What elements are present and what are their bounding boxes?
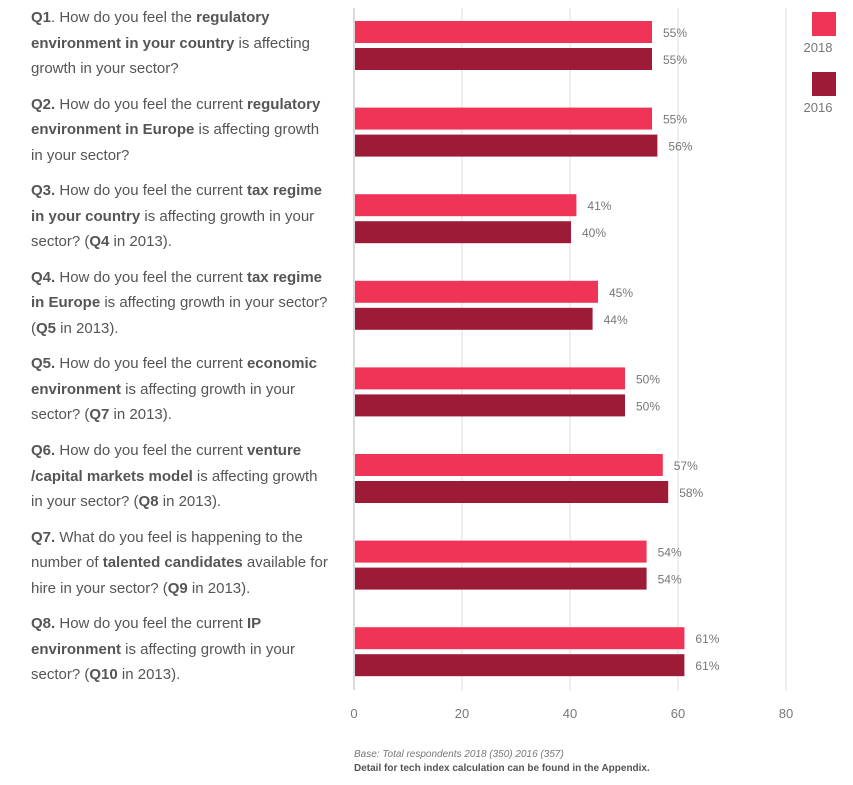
bar-2018-Q6 xyxy=(355,454,663,476)
question-plain-text: in 2013). xyxy=(117,666,181,684)
data-label: 55% xyxy=(663,26,687,40)
bar-2018-Q5 xyxy=(355,367,625,390)
question-text: Q6. How do you feel the current venture … xyxy=(31,438,331,515)
question-bold-text: Q4. xyxy=(31,268,56,286)
question-bold-text: tax regime in Europe xyxy=(31,268,323,312)
question-bold-text: Q8 xyxy=(138,493,159,510)
base-note: Base: Total respondents 2018 (350) 2016 … xyxy=(354,749,564,760)
question-plain-text: How do you feel the current xyxy=(55,95,247,113)
legend-swatch-2018 xyxy=(812,12,836,36)
data-label: 50% xyxy=(636,399,660,413)
x-tick-label: 40 xyxy=(563,706,577,721)
data-label: 54% xyxy=(658,573,682,587)
data-label: 61% xyxy=(695,659,719,673)
bar-2016-Q6 xyxy=(355,481,669,503)
question-bold-text: Q8. xyxy=(31,615,56,633)
data-label: 40% xyxy=(582,226,606,240)
question-bold-text: Q1 xyxy=(31,9,52,26)
question-bold-text: Q5. xyxy=(31,355,56,373)
bar-2016-Q4 xyxy=(355,307,593,330)
bar-2018-Q4 xyxy=(355,280,598,303)
data-label: 44% xyxy=(604,313,628,327)
data-label: 55% xyxy=(663,53,687,67)
data-label: 54% xyxy=(658,546,682,560)
x-tick-label: 80 xyxy=(779,706,793,721)
data-label: 50% xyxy=(636,372,660,386)
question-text: Q8. How do you feel the current IP envir… xyxy=(31,611,331,688)
x-tick-label: 0 xyxy=(350,706,357,721)
data-label: 61% xyxy=(695,632,719,646)
question-plain-text: is affecting growth in your sector? ( xyxy=(31,294,328,337)
bar-2016-Q3 xyxy=(355,221,571,244)
question-text: Q4. How do you feel the current tax regi… xyxy=(31,265,331,342)
question-plain-text: is affecting growth in your sector? ( xyxy=(31,640,295,684)
question-plain-text: in 2013). xyxy=(187,579,251,597)
bar-2016-Q2 xyxy=(355,134,658,157)
bar-2016-Q8 xyxy=(355,654,685,677)
question-bold-text: tax regime in your country xyxy=(31,182,323,225)
question-plain-text: What do you feel is happening to the num… xyxy=(31,528,303,572)
question-text: Q7. What do you feel is happening to the… xyxy=(31,525,331,602)
question-plain-text: in 2013). xyxy=(109,406,172,424)
question-plain-text: is affecting growth in your sector? ( xyxy=(31,380,295,424)
data-label: 45% xyxy=(609,286,633,300)
question-text: Q2. How do you feel the current regulato… xyxy=(31,92,331,169)
bar-2018-Q7 xyxy=(355,540,647,563)
question-plain-text: is affecting growth in your sector? ( xyxy=(31,467,318,511)
question-bold-text: Q7 xyxy=(89,406,110,424)
question-plain-text: in 2013). xyxy=(158,493,222,510)
bar-2018-Q8 xyxy=(355,627,685,650)
question-plain-text: is affecting growth in your sector? xyxy=(31,34,310,78)
question-bold-text: Q4 xyxy=(89,233,110,251)
question-text: Q3. How do you feel the current tax regi… xyxy=(31,178,331,255)
data-label: 58% xyxy=(679,486,703,500)
question-bold-text: Q10 xyxy=(89,666,118,684)
question-plain-text: How do you feel the current xyxy=(55,182,247,200)
question-text: Q1. How do you feel the regulatory envir… xyxy=(31,5,331,82)
bar-2016-Q7 xyxy=(355,567,647,590)
bar-2016-Q1 xyxy=(355,48,652,70)
question-bold-text: talented candidates xyxy=(102,554,243,572)
data-label: 56% xyxy=(668,140,692,154)
bar-2018-Q2 xyxy=(355,107,652,130)
question-text: Q5. How do you feel the current economic… xyxy=(31,351,331,428)
question-bold-text: Q6. xyxy=(31,442,56,459)
question-plain-text: How do you feel the current xyxy=(55,442,247,459)
question-bold-text: regulatory environment in your country xyxy=(31,9,270,52)
question-bold-text: Q2. xyxy=(31,95,56,113)
question-plain-text: in 2013). xyxy=(56,319,119,337)
question-bold-text: Q3. xyxy=(31,182,56,200)
question-plain-text: How do you feel the current xyxy=(55,268,247,286)
question-plain-text: in 2013). xyxy=(109,233,172,251)
bar-2018-Q3 xyxy=(355,194,577,217)
legend-swatch-2016 xyxy=(812,72,836,96)
question-plain-text: is affecting growth in your sector? ( xyxy=(31,207,315,251)
bar-2016-Q5 xyxy=(355,394,625,417)
question-bold-text: Q5 xyxy=(36,319,57,337)
bar-2018-Q1 xyxy=(355,21,652,43)
legend-label: 2018 xyxy=(804,40,833,55)
question-plain-text: . How do you feel the xyxy=(51,9,197,26)
appendix-note: Detail for tech index calculation can be… xyxy=(354,763,650,774)
legend-label: 2016 xyxy=(804,100,833,115)
question-plain-text: How do you feel the current xyxy=(55,615,247,633)
question-plain-text: available for hire in your sector? ( xyxy=(31,554,328,597)
question-plain-text: How do you feel the current xyxy=(55,355,247,373)
question-bold-text: economic environment xyxy=(31,355,317,398)
question-bold-text: Q9 xyxy=(167,579,188,597)
question-bold-text: IP environment xyxy=(31,615,261,658)
question-bold-text: regulatory environment in Europe xyxy=(31,95,321,139)
data-label: 55% xyxy=(663,113,687,127)
data-label: 57% xyxy=(674,459,698,473)
question-bold-text: venture /capital markets model xyxy=(31,442,302,485)
data-label: 41% xyxy=(587,199,611,213)
x-tick-label: 20 xyxy=(455,706,469,721)
x-tick-label: 60 xyxy=(671,706,685,721)
question-bold-text: Q7. xyxy=(31,528,56,546)
question-plain-text: is affecting growth in your sector? xyxy=(31,121,320,164)
